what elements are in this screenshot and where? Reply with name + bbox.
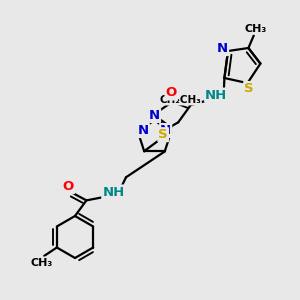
Text: CH₃: CH₃ (30, 257, 52, 268)
Text: S: S (244, 82, 254, 95)
Text: NH: NH (205, 88, 227, 102)
Text: N: N (149, 109, 160, 122)
Text: NH: NH (102, 185, 124, 199)
Text: CH₂CH₃: CH₂CH₃ (159, 94, 201, 105)
Text: O: O (63, 180, 74, 193)
Text: CH₃: CH₃ (244, 24, 266, 34)
Text: N: N (160, 124, 171, 137)
Text: N: N (138, 124, 149, 137)
Text: S: S (158, 128, 168, 141)
Text: N: N (217, 42, 228, 55)
Text: O: O (166, 86, 177, 100)
